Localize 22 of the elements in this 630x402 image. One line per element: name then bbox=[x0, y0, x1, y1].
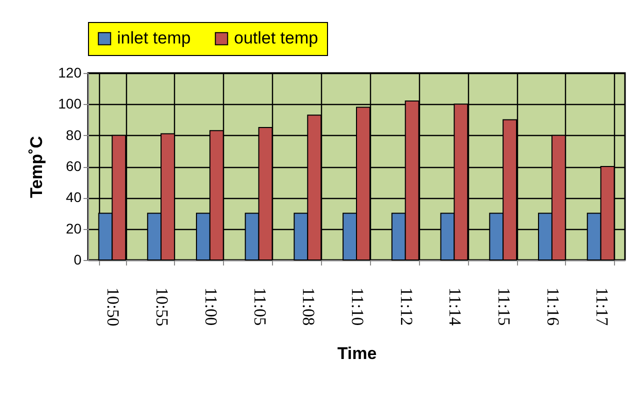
x-tick-label: 11:05 bbox=[250, 288, 270, 326]
x-tick-label: 11:15 bbox=[494, 288, 514, 326]
y-tick-label: 40 bbox=[66, 189, 82, 206]
x-axis-title: Time bbox=[337, 344, 377, 364]
legend-label: outlet temp bbox=[234, 28, 318, 48]
x-tick-label: 11:10 bbox=[348, 288, 367, 326]
x-tick-label: 11:12 bbox=[396, 288, 416, 326]
x-tick-label: 11:00 bbox=[201, 288, 220, 326]
x-tick-label: 11:14 bbox=[446, 288, 465, 326]
x-tick-label: 10:50 bbox=[104, 288, 123, 326]
x-tick-label: 10:55 bbox=[152, 288, 172, 326]
x-tick-label: 11:17 bbox=[592, 288, 612, 326]
x-tick-label: 11:08 bbox=[299, 288, 318, 326]
y-tick-label: 100 bbox=[58, 96, 82, 112]
y-tick-label: 120 bbox=[58, 64, 82, 80]
y-tick-label: 60 bbox=[66, 158, 82, 174]
legend-label: inlet temp bbox=[117, 28, 191, 48]
y-tick-label: 20 bbox=[66, 220, 82, 236]
y-tick-label: 0 bbox=[74, 252, 82, 268]
x-tick-label: 11:16 bbox=[543, 288, 562, 326]
y-tick-label: 80 bbox=[66, 126, 82, 143]
y-axis-title: Temp˚C bbox=[27, 136, 46, 198]
